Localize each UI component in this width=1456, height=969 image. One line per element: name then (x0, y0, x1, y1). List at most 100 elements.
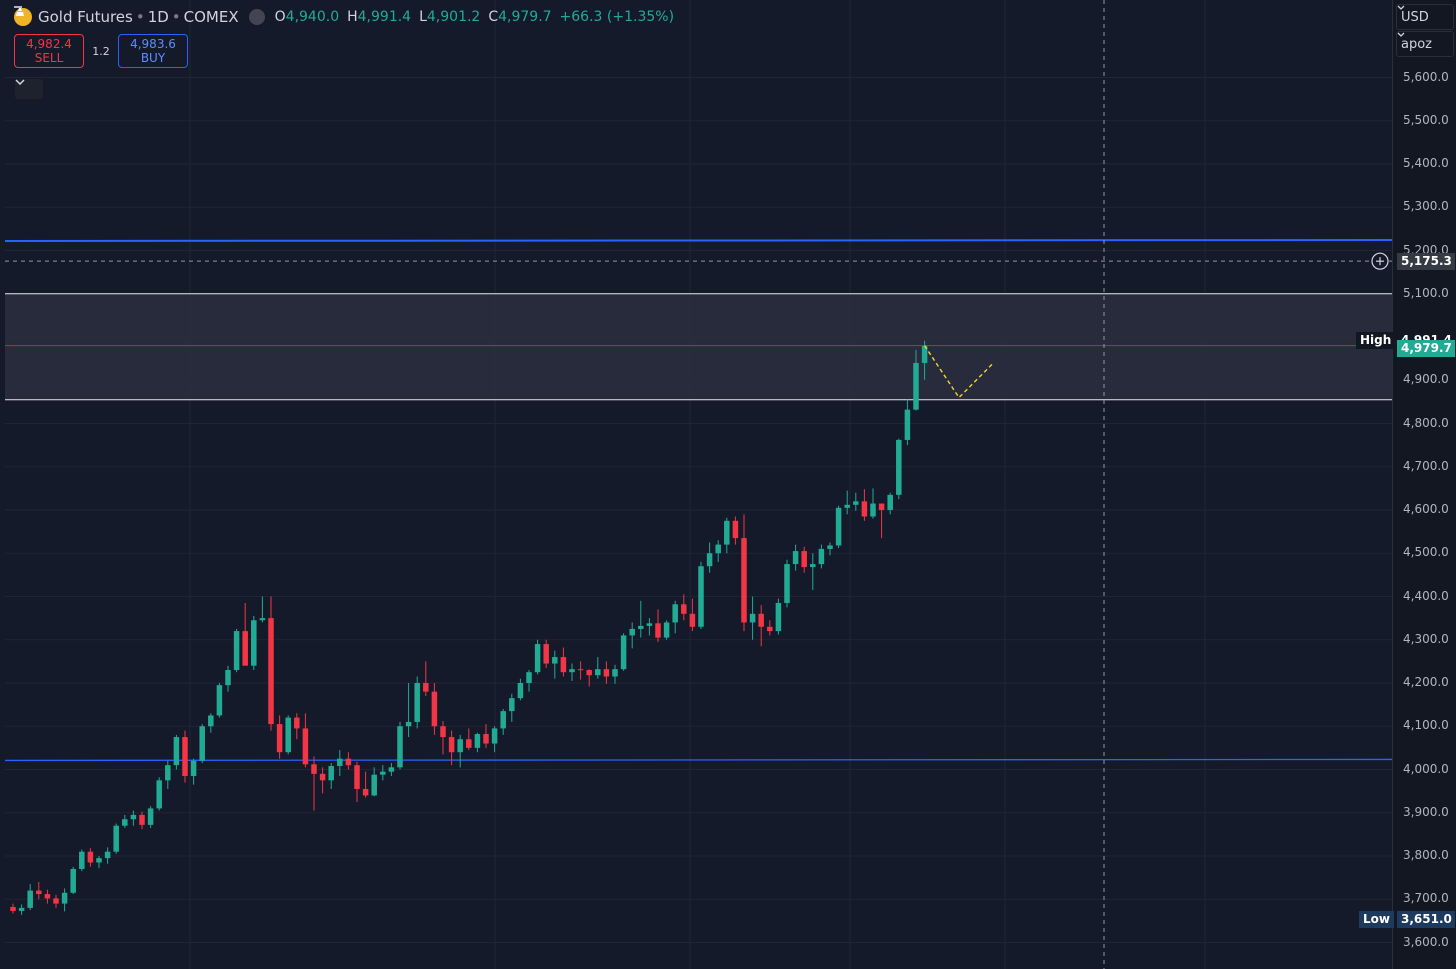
candle-body (354, 765, 360, 789)
candle-body (113, 825, 119, 852)
axis-tick-label: 3,800.0 (1403, 848, 1449, 862)
axis-tick-label: 4,100.0 (1403, 718, 1449, 733)
low-value: 4,901.2 (426, 9, 481, 25)
candle-body (732, 520, 739, 539)
axis-tick-label: 4,700.0 (1403, 458, 1449, 473)
candle-body (405, 721, 412, 727)
axis-tick-label: 3,700.0 (1403, 891, 1449, 906)
close-value: 4,979.7 (498, 9, 552, 25)
low-label: Low (1359, 911, 1394, 929)
candle-body (18, 907, 25, 911)
axis-tick-label: 4,800.0 (1403, 415, 1449, 430)
interval-label[interactable]: 1D (147, 8, 169, 26)
candle-body (904, 409, 911, 440)
candle-body (681, 604, 687, 614)
candle-body (388, 767, 395, 772)
candle-body (96, 858, 102, 863)
candle-body (818, 548, 825, 565)
separator-dot: • (135, 8, 145, 26)
candle-body (165, 765, 171, 781)
last-price-tag: 4,979.7 (1397, 339, 1455, 357)
sell-label: SELL (34, 51, 64, 65)
axis-tick-label: 5,400.0 (1403, 156, 1449, 170)
high-label: High (1356, 331, 1396, 349)
candle-body (896, 439, 902, 495)
low-key: L (419, 9, 427, 25)
candle-body (724, 520, 730, 545)
candle-body (629, 628, 635, 636)
crosshair-price-tag: 5,175.3 (1397, 252, 1455, 270)
candle-body (371, 774, 377, 796)
candle-body (173, 737, 180, 766)
candle-body (70, 868, 76, 893)
candle-body (156, 780, 162, 809)
candle-body (534, 644, 541, 673)
candle-body (345, 758, 352, 766)
price-chart[interactable] (5, 0, 1392, 969)
candle-body (466, 739, 472, 748)
candle-body (509, 698, 515, 712)
candle-body (500, 711, 506, 729)
candle-body (61, 892, 68, 904)
currency-select[interactable]: USD (1396, 4, 1454, 30)
chevron-down-icon (1397, 5, 1405, 10)
chart-area[interactable] (5, 0, 1392, 969)
candle-body (440, 726, 446, 738)
candle-body (285, 717, 291, 753)
candle-body (595, 669, 601, 676)
chevron-down-icon (15, 79, 25, 85)
axis-tick-label: 5,100.0 (1403, 285, 1449, 300)
candle-body (577, 669, 584, 671)
candle-body (190, 760, 197, 776)
axis-tick-label: 4,400.0 (1403, 588, 1449, 603)
buy-price: 4,983.6 (130, 37, 176, 51)
candle-body (810, 564, 816, 568)
candle-body (294, 717, 300, 729)
low-value-tag: 3,651.0 (1397, 911, 1455, 929)
sell-button[interactable]: 4,982.4 SELL (14, 34, 84, 68)
candle-body (483, 734, 489, 744)
candle-body (663, 622, 670, 638)
candle-body (122, 819, 128, 826)
axis-tick-label: 4,600.0 (1403, 502, 1449, 516)
exchange-label: COMEX (183, 8, 239, 26)
candle-body (767, 626, 773, 632)
collapse-legend-button[interactable] (14, 6, 265, 25)
candle-body (380, 771, 386, 775)
price-axis[interactable]: 5,600.0 5,500.0 5,400.0 5,300.0 5,200.0 5,100… (1392, 0, 1456, 969)
candle-body (775, 602, 782, 632)
candle-body (27, 890, 33, 908)
candle-body (646, 623, 653, 626)
buy-button[interactable]: 4,983.6 BUY (118, 34, 188, 68)
candle-body (208, 715, 214, 727)
highlight-zone (5, 293, 1392, 400)
upper-blue-line (5, 238, 1392, 242)
candle-body (448, 737, 455, 753)
candle-body (612, 669, 618, 677)
candle-body (10, 907, 16, 911)
candle-body (397, 726, 403, 768)
candle-body (225, 670, 231, 686)
candle-body (423, 683, 429, 692)
candle-body (311, 764, 317, 774)
candle-body (672, 604, 678, 623)
expand-legend-button[interactable] (15, 79, 43, 99)
candle-body (698, 566, 704, 627)
candle-body (362, 788, 369, 796)
gold-logo-icon (14, 8, 32, 26)
spread-value: 1.2 (92, 44, 110, 58)
axis-tick-label: 3,900.0 (1403, 804, 1449, 819)
candle-body (552, 657, 558, 664)
candle-body (276, 724, 283, 753)
chevron-down-icon (1397, 32, 1405, 37)
candle-body (199, 726, 205, 761)
close-key: C (488, 9, 499, 25)
unit-select[interactable]: apoz (1396, 31, 1454, 57)
axis-tick-label: 3,600.0 (1403, 934, 1449, 949)
candle-body (328, 766, 334, 781)
candle-body (474, 734, 481, 748)
symbol-title[interactable]: Gold Futures (38, 8, 133, 26)
candle-body (302, 728, 309, 765)
candle-body (147, 808, 154, 825)
candle-body (878, 503, 885, 510)
